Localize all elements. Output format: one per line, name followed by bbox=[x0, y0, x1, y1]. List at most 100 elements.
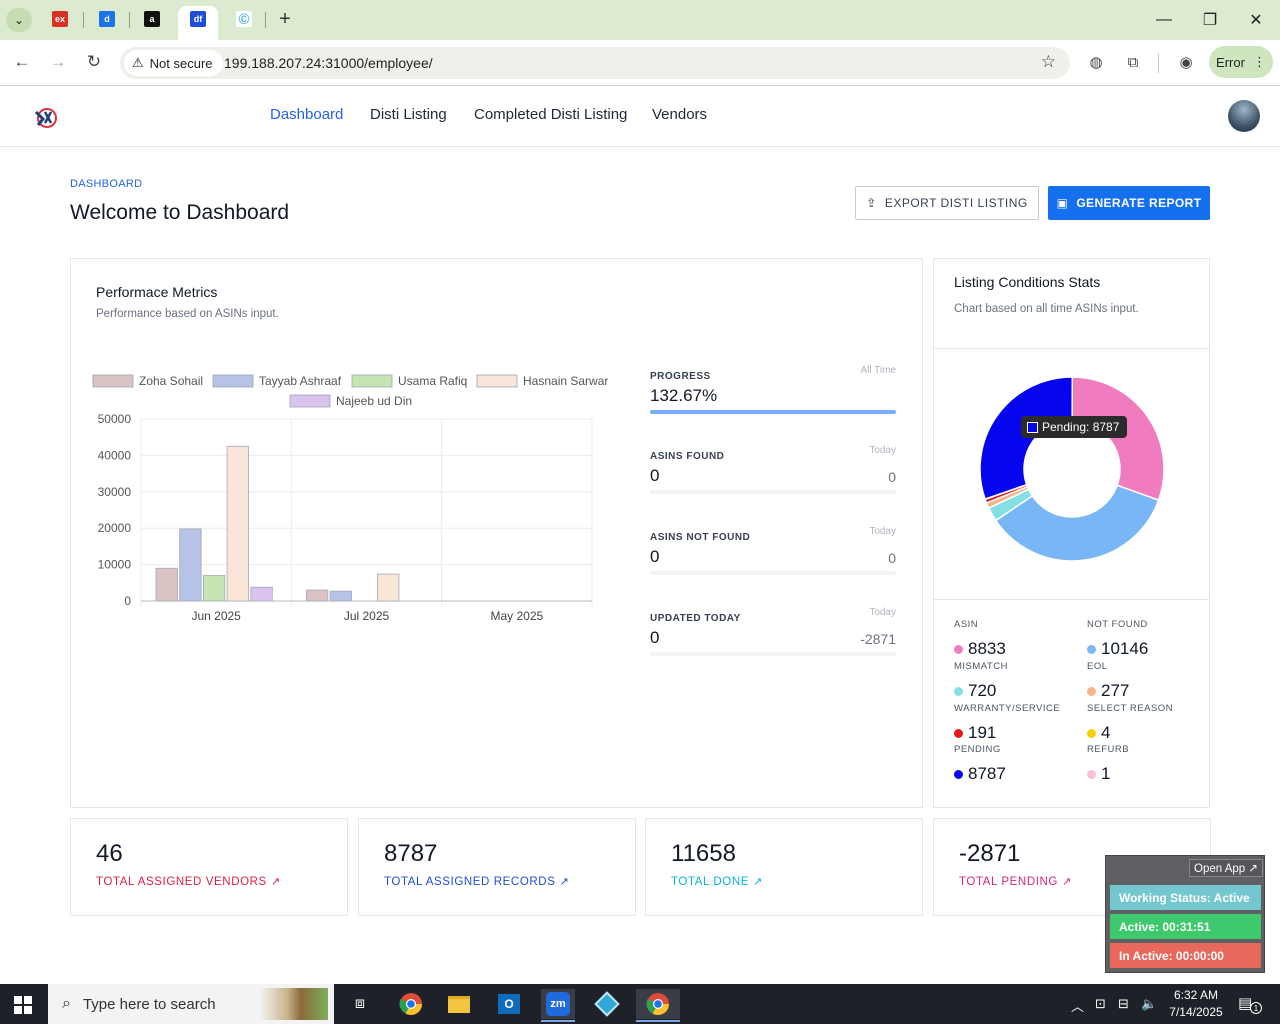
metric-hint: Today bbox=[869, 526, 896, 537]
metric-label: ASINS NOT FOUND bbox=[650, 532, 751, 543]
donut-slice-not-found[interactable] bbox=[994, 484, 1160, 562]
metric-value: 0 bbox=[650, 628, 660, 647]
tray-chevron-icon[interactable]: ︿ bbox=[1071, 999, 1085, 1014]
stat-dot-icon bbox=[1087, 728, 1096, 738]
chrome-active-taskbar-icon[interactable] bbox=[636, 989, 680, 1022]
x-tick-label: May 2025 bbox=[490, 609, 543, 623]
stat-number: 10146 bbox=[1101, 639, 1149, 658]
bar-hasnain-sarwar[interactable] bbox=[226, 445, 250, 602]
total-link[interactable]: TOTAL ASSIGNED RECORDS ↗ bbox=[384, 875, 569, 889]
legend-label[interactable]: Usama Rafiq bbox=[398, 374, 467, 388]
performance-subtitle: Performance based on ASINs input. bbox=[96, 308, 279, 320]
notification-icon[interactable]: ▤ 1 bbox=[1238, 994, 1262, 1014]
tab-a[interactable]: a bbox=[139, 6, 165, 32]
legend-label[interactable]: Tayyab Ashraaf bbox=[259, 374, 342, 388]
network-icon[interactable]: ⊟ bbox=[1118, 996, 1129, 1011]
outlook-icon[interactable]: O bbox=[494, 989, 524, 1019]
taskbar-clock[interactable]: 6:32 AM 7/14/2025 bbox=[1163, 987, 1229, 1021]
metric-value: 0 bbox=[650, 466, 660, 485]
forward-arrow-icon[interactable]: → bbox=[49, 52, 67, 71]
listing-title: Listing Conditions Stats bbox=[954, 274, 1101, 290]
nav-dashboard[interactable]: Dashboard bbox=[270, 106, 344, 123]
reload-icon[interactable]: ↻ bbox=[86, 52, 102, 71]
export-disti-listing-button[interactable]: ⇪ EXPORT DISTI LISTING bbox=[855, 186, 1039, 220]
tab-c[interactable]: © bbox=[231, 6, 257, 32]
clock-date: 7/14/2025 bbox=[1169, 1005, 1223, 1019]
performance-metrics-card: Performace Metrics Performance based on … bbox=[70, 258, 923, 808]
translate-globe-icon[interactable]: ◍ bbox=[1089, 54, 1103, 71]
new-tab-plus-icon[interactable]: + bbox=[279, 7, 291, 30]
legend-label[interactable]: Hasnain Sarwar bbox=[523, 374, 608, 388]
remote-app-icon[interactable] bbox=[592, 989, 622, 1019]
metric-value: 132.67% bbox=[650, 386, 718, 405]
tray-app-icon[interactable]: ⊡ bbox=[1095, 996, 1106, 1011]
legend-label[interactable]: Najeeb ud Din bbox=[336, 394, 412, 408]
tab-df[interactable]: df bbox=[185, 6, 211, 32]
restore-icon[interactable]: ❐ bbox=[1202, 12, 1218, 29]
chrome-taskbar-icon[interactable] bbox=[396, 989, 426, 1019]
page-title: Welcome to Dashboard bbox=[70, 201, 290, 224]
nav-completed-disti-listing[interactable]: Completed Disti Listing bbox=[474, 106, 628, 123]
tab-d[interactable]: d bbox=[94, 6, 120, 32]
task-view-icon[interactable]: ⧈ bbox=[354, 995, 366, 1012]
bar-zoha-sohail[interactable] bbox=[155, 567, 178, 602]
zoom-icon[interactable]: zm bbox=[541, 989, 575, 1022]
total-value: -2871 bbox=[959, 840, 1021, 867]
y-tick-label: 50000 bbox=[98, 412, 132, 426]
metric-value: 0 bbox=[650, 547, 660, 566]
donut-slice-pending[interactable] bbox=[979, 376, 1074, 500]
bar-hasnain-sarwar[interactable] bbox=[377, 573, 400, 602]
total-assigned-records-card[interactable]: 8787 TOTAL ASSIGNED RECORDS ↗ bbox=[358, 818, 636, 916]
url-text[interactable]: 199.188.207.24:31000/employee/ bbox=[224, 55, 433, 71]
browser-toolbar: ← → ↻ ⚠ Not secure 199.188.207.24:31000/… bbox=[0, 40, 1280, 86]
open-app-button[interactable]: Open App ↗ bbox=[1189, 859, 1263, 877]
stat-value: 4 bbox=[1087, 723, 1110, 743]
total-link[interactable]: TOTAL DONE ↗ bbox=[671, 875, 763, 889]
file-explorer-icon[interactable] bbox=[444, 989, 474, 1019]
stat-dot-icon bbox=[954, 728, 963, 738]
search-highlight-image bbox=[260, 988, 328, 1020]
back-arrow-icon[interactable]: ← bbox=[13, 52, 31, 71]
tab-search-chevron-icon[interactable]: ⌄ bbox=[6, 8, 32, 32]
legend-label[interactable]: Zoha Sohail bbox=[139, 374, 203, 388]
y-tick-label: 40000 bbox=[98, 448, 132, 462]
stat-value: 8833 bbox=[954, 639, 1006, 659]
error-button[interactable]: Error ⋮ bbox=[1209, 46, 1273, 78]
legend-swatch[interactable] bbox=[289, 394, 331, 408]
address-bar[interactable]: ⚠ Not secure 199.188.207.24:31000/employ… bbox=[120, 47, 1070, 79]
bar-zoha-sohail[interactable] bbox=[305, 589, 329, 602]
legend-swatch[interactable] bbox=[212, 374, 254, 388]
a-favicon-icon: a bbox=[144, 11, 160, 27]
not-secure-chip[interactable]: ⚠ Not secure bbox=[124, 50, 223, 76]
bar-najeeb-ud-din[interactable] bbox=[250, 586, 273, 602]
profile-icon[interactable]: ◉ bbox=[1179, 54, 1193, 71]
metrics-panel: PROGRESS All Time 132.67% ASINS FOUND Today 0… bbox=[650, 365, 896, 691]
total-assigned-vendors-card[interactable]: 46 TOTAL ASSIGNED VENDORS ↗ bbox=[70, 818, 348, 916]
bar-tayyab-ashraaf[interactable] bbox=[179, 528, 202, 602]
extensions-puzzle-icon[interactable]: ⧉ bbox=[1127, 53, 1139, 71]
legend-swatch[interactable] bbox=[92, 374, 134, 388]
total-done-card[interactable]: 11658 TOTAL DONE ↗ bbox=[645, 818, 923, 916]
minimize-icon[interactable]: — bbox=[1156, 11, 1172, 28]
bar-tayyab-ashraaf[interactable] bbox=[329, 590, 352, 602]
user-avatar[interactable] bbox=[1228, 100, 1260, 132]
close-window-icon[interactable]: ✕ bbox=[1249, 12, 1263, 29]
notification-count: 1 bbox=[1250, 1002, 1262, 1014]
taskbar-search-box[interactable]: ⌕ Type here to search bbox=[48, 984, 334, 1024]
bookmark-star-icon[interactable]: ☆ bbox=[1040, 52, 1056, 71]
ex-favicon-icon: ex bbox=[52, 11, 68, 27]
total-link[interactable]: TOTAL ASSIGNED VENDORS ↗ bbox=[96, 875, 281, 889]
app-logo-icon[interactable] bbox=[33, 105, 59, 129]
volume-icon[interactable]: 🔈 bbox=[1141, 996, 1158, 1011]
legend-swatch[interactable] bbox=[351, 374, 393, 388]
windows-start-icon[interactable] bbox=[14, 996, 32, 1014]
total-label: TOTAL ASSIGNED VENDORS bbox=[96, 875, 267, 888]
donut-slice-mismatch[interactable] bbox=[1071, 376, 1165, 502]
tab-ex[interactable]: ex bbox=[47, 6, 73, 32]
bar-usama-rafiq[interactable] bbox=[202, 575, 226, 602]
total-link[interactable]: TOTAL PENDING ↗ bbox=[959, 875, 1072, 889]
generate-report-button[interactable]: ▣ GENERATE REPORT bbox=[1048, 186, 1210, 220]
nav-disti-listing[interactable]: Disti Listing bbox=[370, 106, 447, 123]
legend-swatch[interactable] bbox=[476, 374, 518, 388]
nav-vendors[interactable]: Vendors bbox=[652, 106, 708, 123]
